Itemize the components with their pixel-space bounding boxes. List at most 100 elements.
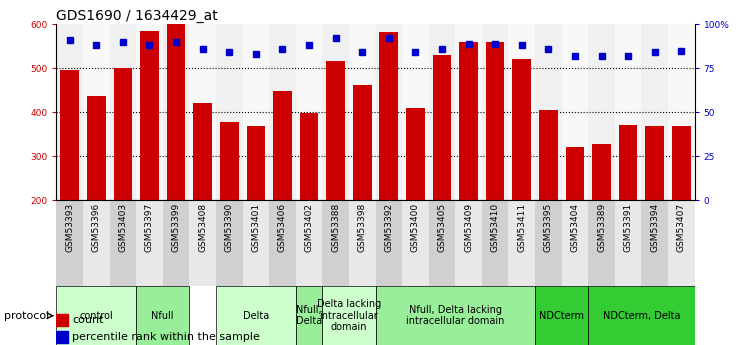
Bar — [269, 200, 296, 286]
Bar — [486, 42, 505, 200]
Bar — [136, 200, 163, 286]
Text: control: control — [80, 311, 113, 321]
Bar — [482, 200, 508, 286]
Text: GSM53409: GSM53409 — [464, 203, 473, 252]
Bar — [402, 24, 429, 200]
Bar — [322, 286, 376, 345]
Bar — [455, 200, 482, 286]
Bar — [588, 286, 695, 345]
Text: Nfull,
Delta: Nfull, Delta — [296, 305, 322, 326]
Bar — [246, 126, 265, 200]
Text: GSM53401: GSM53401 — [252, 203, 261, 252]
Bar — [668, 24, 695, 200]
Text: GSM53399: GSM53399 — [171, 203, 180, 252]
Text: GSM53394: GSM53394 — [650, 203, 659, 252]
Bar — [433, 55, 451, 200]
Bar — [668, 200, 695, 286]
Bar — [535, 200, 562, 286]
Text: GSM53403: GSM53403 — [119, 203, 128, 252]
Bar — [353, 85, 372, 200]
Text: percentile rank within the sample: percentile rank within the sample — [72, 333, 260, 342]
Bar — [56, 331, 68, 343]
Bar — [566, 147, 584, 200]
Bar — [83, 24, 110, 200]
Text: GSM53392: GSM53392 — [385, 203, 394, 252]
Bar — [220, 122, 239, 200]
Bar — [83, 200, 110, 286]
Bar — [56, 24, 83, 200]
Text: GSM53400: GSM53400 — [411, 203, 420, 252]
Bar — [535, 24, 562, 200]
Text: GSM53410: GSM53410 — [490, 203, 499, 252]
Bar — [140, 31, 158, 200]
Bar — [269, 24, 296, 200]
Text: NDCterm, Delta: NDCterm, Delta — [603, 311, 680, 321]
Text: GSM53388: GSM53388 — [331, 203, 340, 252]
Bar — [326, 61, 345, 200]
Text: GSM53397: GSM53397 — [145, 203, 154, 252]
Bar — [615, 24, 641, 200]
Bar — [641, 200, 668, 286]
Bar — [216, 200, 243, 286]
Text: GSM53406: GSM53406 — [278, 203, 287, 252]
Text: Delta lacking
intracellular
domain: Delta lacking intracellular domain — [317, 299, 381, 332]
Bar — [539, 110, 558, 200]
Bar — [163, 200, 189, 286]
Text: GSM53389: GSM53389 — [597, 203, 606, 252]
Bar — [588, 200, 615, 286]
Bar — [508, 200, 535, 286]
Bar — [113, 68, 132, 200]
Text: GSM53405: GSM53405 — [438, 203, 447, 252]
Bar — [376, 286, 535, 345]
Bar — [508, 24, 535, 200]
Bar — [216, 24, 243, 200]
Bar — [243, 24, 269, 200]
Bar — [455, 24, 482, 200]
Bar — [296, 286, 322, 345]
Bar — [379, 32, 398, 200]
Bar — [460, 42, 478, 200]
Text: GSM53391: GSM53391 — [623, 203, 632, 252]
Bar — [482, 24, 508, 200]
Bar — [189, 200, 216, 286]
Text: GSM53393: GSM53393 — [65, 203, 74, 252]
Text: Nfull, Delta lacking
intracellular domain: Nfull, Delta lacking intracellular domai… — [406, 305, 505, 326]
Bar — [349, 24, 376, 200]
Bar — [273, 91, 291, 200]
Text: NDCterm: NDCterm — [539, 311, 584, 321]
Bar — [645, 126, 664, 200]
Bar — [110, 24, 136, 200]
Bar — [56, 314, 68, 326]
Bar — [512, 59, 531, 200]
Bar — [56, 286, 136, 345]
Text: GSM53408: GSM53408 — [198, 203, 207, 252]
Text: GSM53411: GSM53411 — [517, 203, 526, 252]
Bar — [562, 200, 588, 286]
Bar — [429, 200, 455, 286]
Text: GSM53407: GSM53407 — [677, 203, 686, 252]
Bar — [60, 70, 79, 200]
Bar — [615, 200, 641, 286]
Bar — [535, 286, 588, 345]
Bar — [110, 200, 136, 286]
Text: Delta: Delta — [243, 311, 269, 321]
Bar — [402, 200, 429, 286]
Bar — [216, 286, 296, 345]
Bar — [136, 286, 189, 345]
Text: GSM53402: GSM53402 — [304, 203, 313, 252]
Text: GSM53390: GSM53390 — [225, 203, 234, 252]
Bar — [322, 24, 349, 200]
Bar — [349, 200, 376, 286]
Bar — [136, 24, 163, 200]
Text: GSM53396: GSM53396 — [92, 203, 101, 252]
Bar — [619, 125, 638, 200]
Bar — [429, 24, 455, 200]
Bar — [588, 24, 615, 200]
Bar — [300, 112, 318, 200]
Text: Nfull: Nfull — [152, 311, 174, 321]
Bar — [376, 200, 402, 286]
Text: GSM53404: GSM53404 — [571, 203, 580, 252]
Text: protocol: protocol — [4, 311, 49, 321]
Bar — [672, 126, 691, 200]
Bar — [376, 24, 402, 200]
